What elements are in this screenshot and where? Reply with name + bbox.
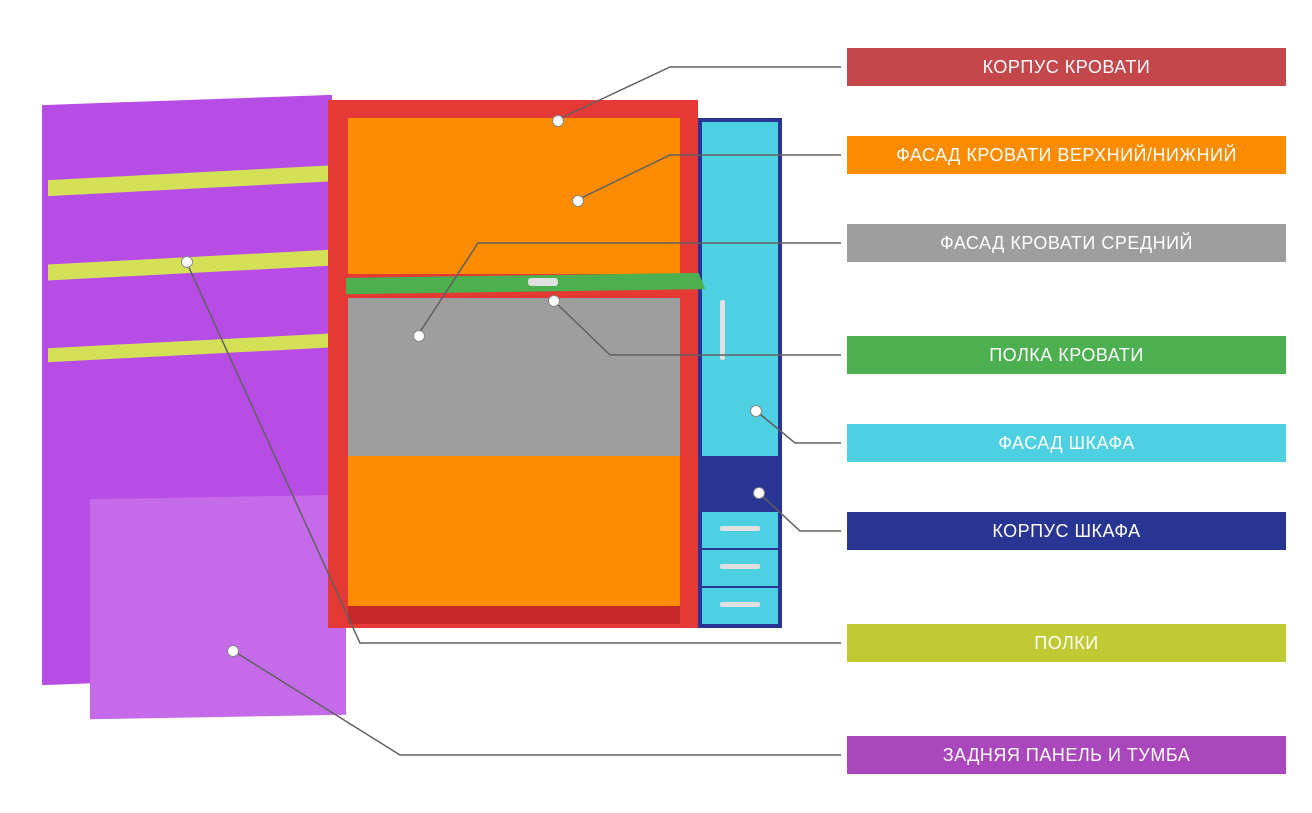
m-back-panel [227, 645, 239, 657]
legend-shelves: ПОЛКИ [847, 624, 1286, 662]
legend-bed-facade-middle: ФАСАД КРОВАТИ СРЕДНИЙ [847, 224, 1286, 262]
wardrobe-facade-top [702, 122, 778, 456]
m-bed-frame [552, 115, 564, 127]
m-facade-top [572, 195, 584, 207]
diagram-canvas: КОРПУС КРОВАТИ ФАСАД КРОВАТИ ВЕРХНИЙ/НИЖ… [0, 0, 1312, 813]
legend-bed-facade-top-bottom: ФАСАД КРОВАТИ ВЕРХНИЙ/НИЖНИЙ [847, 136, 1286, 174]
bed-facade-top [348, 118, 680, 274]
cabinet-box [90, 495, 346, 719]
m-wardrobe-facade [750, 405, 762, 417]
m-green-shelf [548, 295, 560, 307]
green-shelf-handle [528, 278, 558, 286]
drawer-handle-3 [720, 602, 760, 607]
m-facade-mid [413, 330, 425, 342]
m-wardrobe-body [753, 487, 765, 499]
bed-facade-middle [348, 298, 680, 456]
drawer-handle-2 [720, 564, 760, 569]
wardrobe-niche [702, 458, 778, 510]
m-shelves [181, 256, 193, 268]
bed-frame-inset [348, 606, 680, 624]
bed-facade-bottom [348, 456, 680, 606]
legend-back-panel-cabinet: ЗАДНЯЯ ПАНЕЛЬ И ТУМБА [847, 736, 1286, 774]
legend-wardrobe-facade: ФАСАД ШКАФА [847, 424, 1286, 462]
legend-wardrobe-body: КОРПУС ШКАФА [847, 512, 1286, 550]
legend-bed-shelf: ПОЛКА КРОВАТИ [847, 336, 1286, 374]
drawer-handle-1 [720, 526, 760, 531]
wardrobe-door-handle [720, 300, 725, 360]
legend-bed-frame: КОРПУС КРОВАТИ [847, 48, 1286, 86]
